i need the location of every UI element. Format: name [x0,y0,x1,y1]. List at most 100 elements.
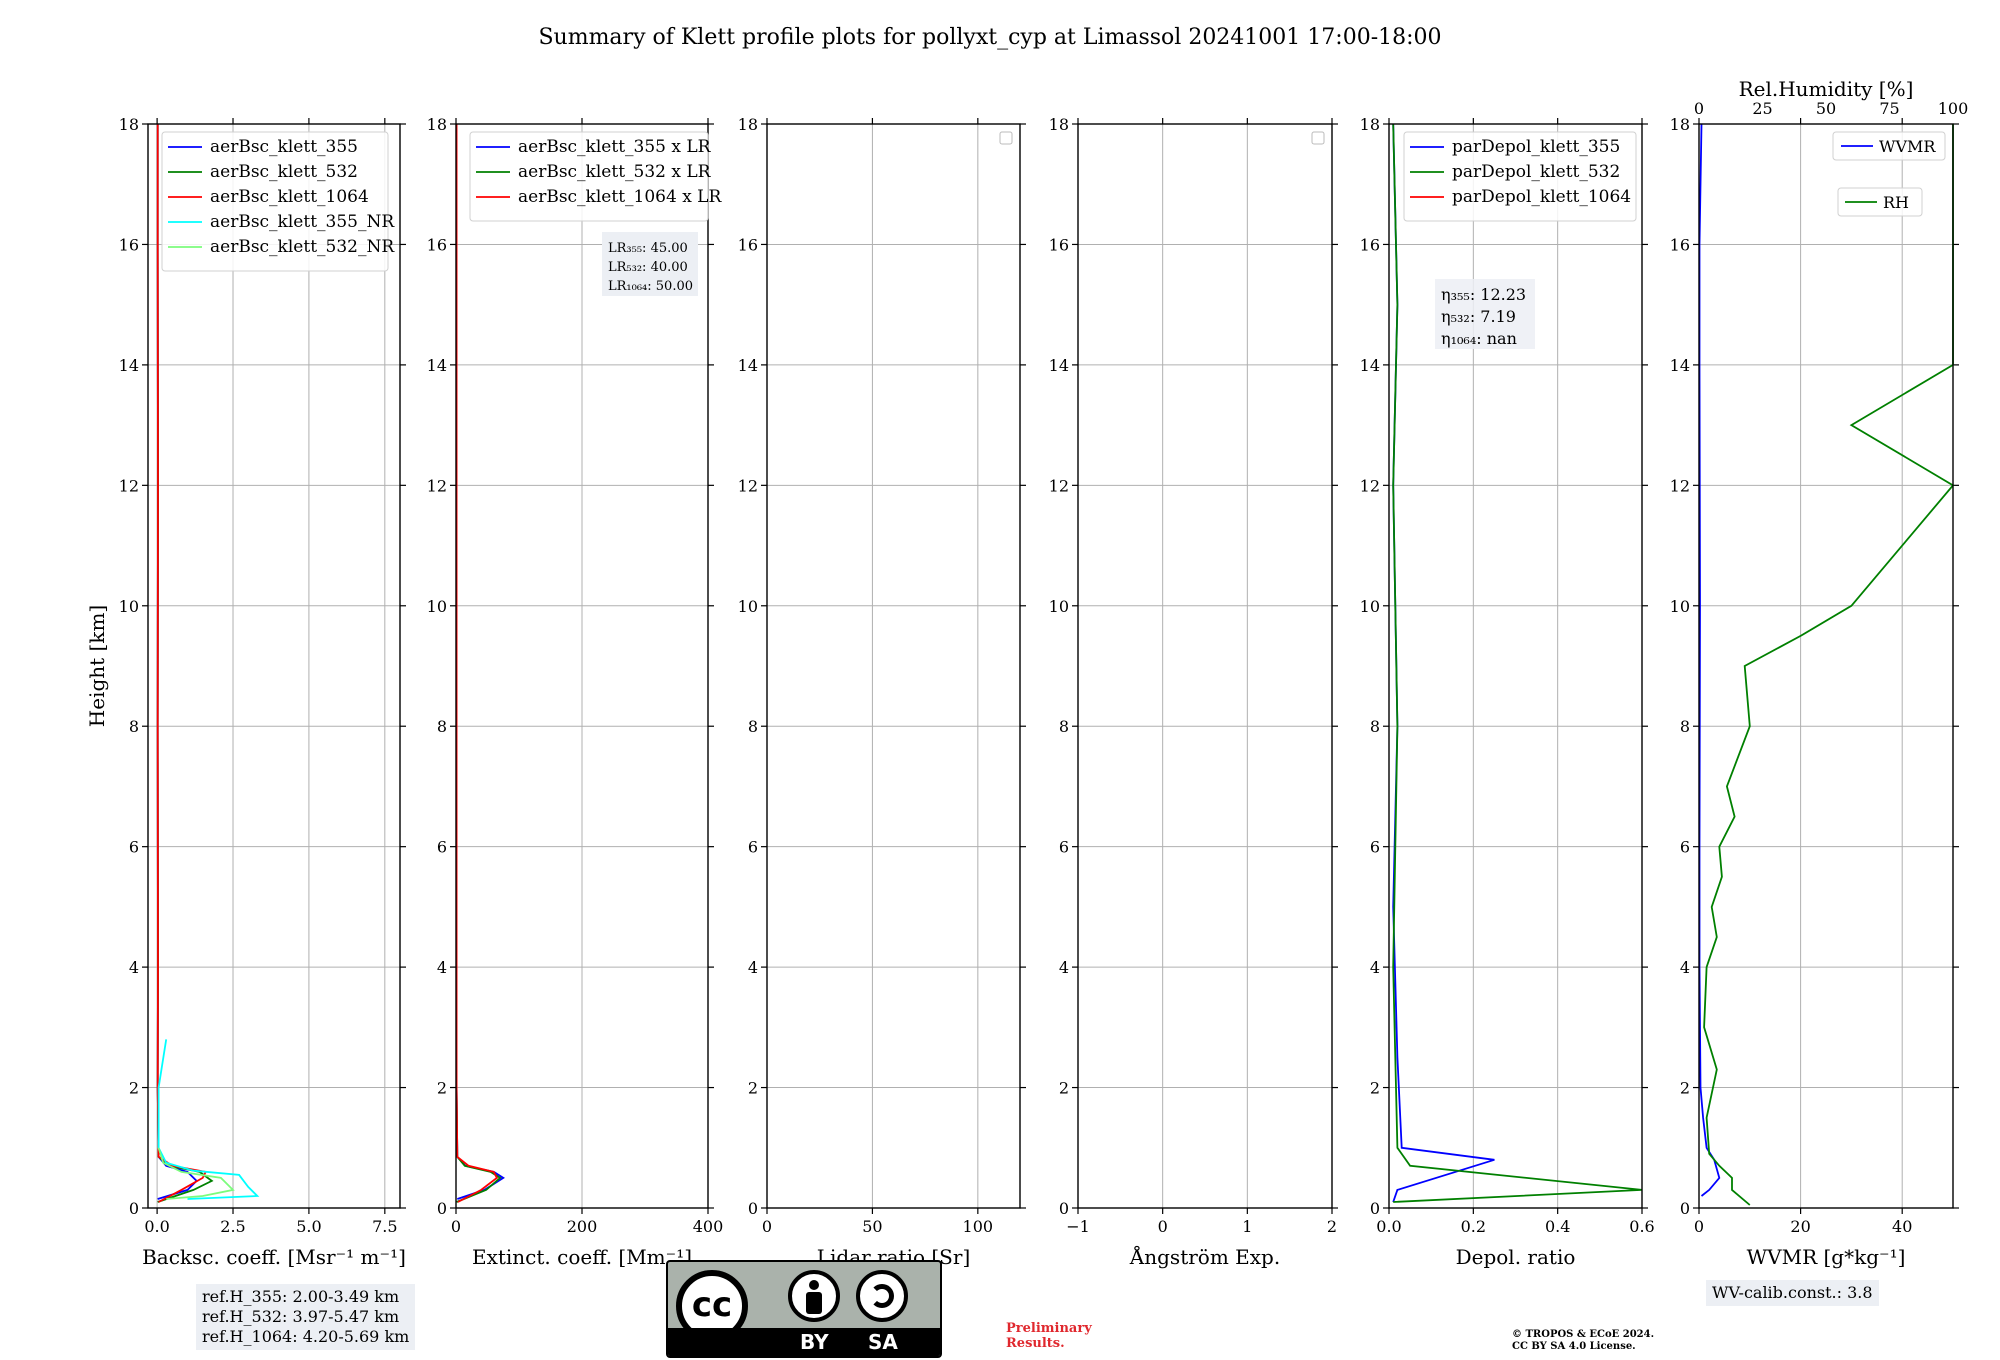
y-tick-label: 10 [427,597,447,616]
series-line-WVMR [1698,123,1721,1197]
eta-note-box [1435,279,1535,349]
y-tick-label: 16 [119,235,139,254]
x-tick-label: 0 [451,1217,461,1236]
y-tick-label: 0 [437,1199,447,1218]
legend-empty-box [999,131,1013,145]
y-tick-label: 10 [1049,597,1069,616]
panel-0: 0 2 4 6 8 10 12 14 16 18 0.0 2.5 5.0 7.5 Backsc. coeff… [85,115,406,1269]
x-tick-label: 5.0 [296,1217,321,1236]
x-tick-label: 40 [1892,1217,1912,1236]
sa-label: SA [868,1330,898,1354]
copyright-line-2: CC BY SA 4.0 License. [1512,1341,1636,1352]
y-tick-label: 12 [1670,476,1690,495]
wv-calib-text: WV-calib.const.: 3.8 [1712,1283,1873,1302]
x-tick-label: 0 [1158,1217,1168,1236]
y-tick-label: 2 [437,1079,447,1098]
top-tick-label: 75 [1879,99,1899,118]
legend-label: aerBsc_klett_355 x LR [518,137,712,157]
x-tick-label: 0.4 [1545,1217,1570,1236]
y-tick-label: 10 [738,597,758,616]
y-tick-label: 10 [1360,597,1380,616]
y-tick-label: 14 [427,356,447,375]
x-axis-label: Backsc. coeff. [Msr⁻¹ m⁻¹] [142,1245,406,1269]
x-tick-label: −1 [1066,1217,1090,1236]
x-tick-label: 0 [762,1217,772,1236]
series-line-RH [1703,124,1955,1206]
top-tick-label: 50 [1816,99,1836,118]
legend-label: parDepol_klett_355 [1452,137,1620,157]
y-tick-label: 12 [119,476,139,495]
top-tick-label: 25 [1752,99,1772,118]
wv-calib-box: WV-calib.const.: 3.8 [1706,1280,1879,1306]
y-tick-label: 4 [1680,958,1690,977]
share-alike-icon [856,1270,908,1322]
y-tick-label: 2 [1370,1079,1380,1098]
y-tick-label: 8 [437,717,447,736]
y-tick-label: 0 [1370,1199,1380,1218]
y-tick-label: 10 [1670,597,1690,616]
y-tick-label: 2 [1059,1079,1069,1098]
y-tick-label: 16 [1049,235,1069,254]
series-line-aerBsc_klett_355 x LR [455,124,505,1200]
x-tick-label: 0.0 [1376,1217,1401,1236]
y-tick-label: 4 [129,958,139,977]
y-tick-label: 18 [1360,115,1380,134]
x-tick-label: 20 [1790,1217,1810,1236]
plot-frame [455,123,709,1209]
y-tick-label: 12 [1360,476,1380,495]
y-axis-label: Height [km] [85,605,109,727]
x-tick-label: 1 [1242,1217,1252,1236]
x-tick-label: 50 [862,1217,882,1236]
y-tick-label: 4 [437,958,447,977]
legend-label: aerBsc_klett_1064 [210,187,369,207]
x-tick-label: 0.0 [144,1217,169,1236]
cc-badge-bar [668,1328,940,1356]
legend-label: RH [1883,193,1909,212]
y-tick-label: 6 [437,838,447,857]
series-line-aerBsc_klett_532_NR [157,1147,235,1200]
legend-empty-box [1311,131,1325,145]
lr-note-line: LR₅₃₂: 40.00 [608,260,688,275]
x-tick-label: 2.5 [220,1217,245,1236]
y-tick-label: 18 [1049,115,1069,134]
x-axis-label: WVMR [g*kg⁻¹] [1747,1245,1906,1269]
legend-label: aerBsc_klett_355 [210,137,358,157]
figure-title: Summary of Klett profile plots for polly… [538,25,1441,50]
y-tick-label: 16 [427,235,447,254]
y-tick-label: 6 [1370,838,1380,857]
copyright-line-1: © TROPOS & ECoE 2024. [1512,1329,1655,1340]
reference-heights-box: ref.H_355: 2.00-3.49 km ref.H_532: 3.97-… [196,1284,416,1350]
x-axis-label: Extinct. coeff. [Mm⁻¹] [472,1245,692,1269]
y-tick-label: 16 [738,235,758,254]
x-tick-label: 0.6 [1629,1217,1654,1236]
cc-license-badge: cc BY SA [666,1260,942,1358]
copyright-note: © TROPOS & ECoE 2024. CC BY SA 4.0 Licen… [1512,1329,1654,1353]
legend-label: aerBsc_klett_532 [210,162,358,182]
y-tick-label: 18 [427,115,447,134]
legend-label: WVMR [1879,137,1936,156]
plot-frame [1698,123,1954,1209]
y-tick-label: 14 [1049,356,1069,375]
legend-label: parDepol_klett_532 [1452,162,1620,182]
legend-label: aerBsc_klett_532 x LR [518,162,712,182]
plot-frame [147,123,401,1209]
y-tick-label: 0 [1059,1199,1069,1218]
eta-note-line: η₁₀₆₄: nan [1441,329,1517,348]
legend-box [1403,131,1637,222]
series-line-aerBsc_klett_532 x LR [455,124,502,1203]
x-tick-label: 400 [693,1217,724,1236]
x-tick-label: 7.5 [372,1217,397,1236]
plot-frame [1388,123,1643,1209]
y-tick-label: 6 [1059,838,1069,857]
y-tick-label: 8 [129,717,139,736]
y-tick-label: 8 [1059,717,1069,736]
ref-height-1064: ref.H_1064: 4.20-5.69 km [202,1327,410,1346]
y-tick-label: 0 [748,1199,758,1218]
series-line-aerBsc_klett_1064 [156,124,208,1203]
y-tick-label: 8 [1370,717,1380,736]
top-tick-label: 0 [1694,99,1704,118]
panel-4: 0 2 4 6 8 10 12 14 16 18 0.0 0.2 0.4 0.6 Depol. ratio p… [1360,115,1655,1269]
